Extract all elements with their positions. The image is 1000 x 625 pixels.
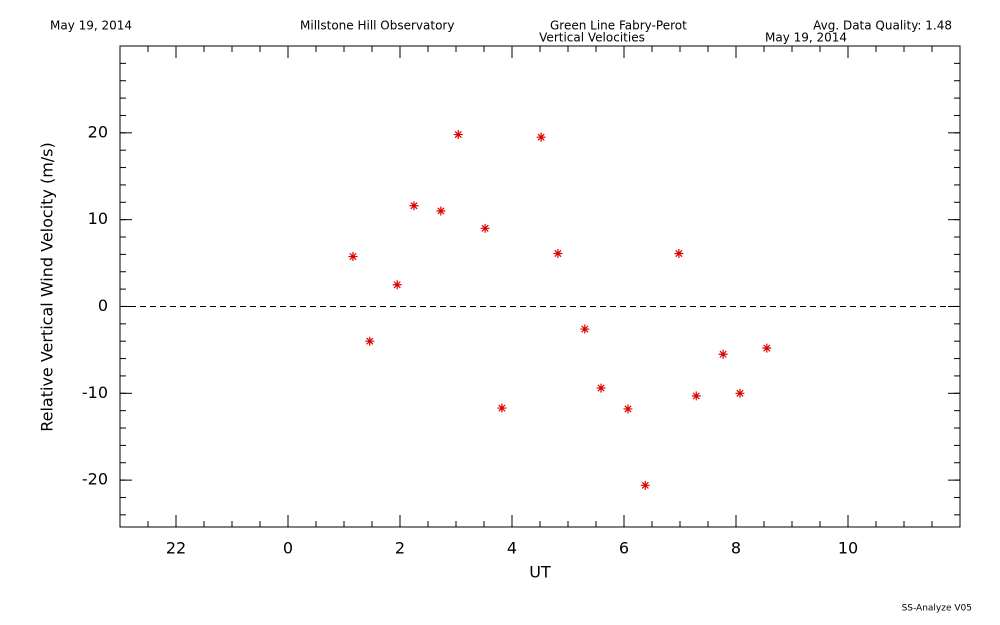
chart-subtitle: May 19, 2014	[765, 31, 847, 45]
point	[691, 391, 701, 401]
point	[348, 252, 358, 262]
x-tick-label: 22	[166, 539, 186, 558]
point	[596, 383, 606, 393]
y-axis-label: Relative Vertical Wind Velocity (m/s)	[38, 142, 57, 432]
y-tick-label: 20	[88, 122, 108, 141]
x-tick-label: 10	[838, 539, 858, 558]
point	[580, 324, 590, 334]
point	[436, 206, 446, 216]
x-axis-label: UT	[529, 563, 551, 582]
date: May 19, 2014	[50, 19, 132, 33]
y-tick-label: -20	[82, 470, 108, 489]
footer: SS-Analyze V05	[902, 604, 972, 614]
point	[536, 132, 546, 142]
instrument: Green Line Fabry-Perot	[550, 19, 687, 33]
x-tick-label: 6	[619, 539, 629, 558]
point	[762, 343, 772, 353]
point	[553, 249, 563, 259]
plot-frame	[119, 45, 961, 528]
point	[735, 388, 745, 398]
observatory: Millstone Hill Observatory	[300, 19, 454, 33]
chart-title: Vertical Velocities	[539, 31, 645, 45]
y-tick-label: -10	[82, 383, 108, 402]
point	[480, 223, 490, 233]
point	[497, 403, 507, 413]
x-tick-label: 4	[507, 539, 517, 558]
x-tick-label: 2	[395, 539, 405, 558]
point	[674, 249, 684, 259]
point	[392, 280, 402, 290]
x-tick-label: 0	[283, 539, 293, 558]
point	[718, 349, 728, 359]
point	[640, 480, 650, 490]
point	[409, 201, 419, 211]
point	[365, 336, 375, 346]
point	[453, 130, 463, 140]
point	[623, 404, 633, 414]
y-tick-label: 0	[98, 296, 108, 315]
y-tick-label: 10	[88, 209, 108, 228]
data-quality: Avg. Data Quality: 1.48	[813, 19, 952, 33]
x-tick-label: 8	[731, 539, 741, 558]
